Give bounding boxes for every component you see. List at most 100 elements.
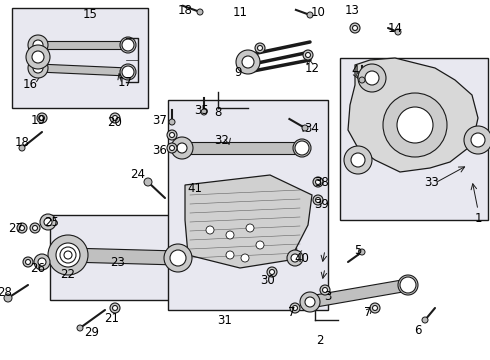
Text: 19: 19 <box>30 113 46 126</box>
Circle shape <box>120 37 136 53</box>
Circle shape <box>44 218 52 226</box>
Circle shape <box>170 250 186 266</box>
Circle shape <box>316 180 320 184</box>
Circle shape <box>255 43 265 53</box>
Circle shape <box>359 77 365 83</box>
Polygon shape <box>185 175 312 268</box>
Circle shape <box>197 9 203 15</box>
Text: 18: 18 <box>15 135 29 148</box>
Circle shape <box>61 248 75 262</box>
Circle shape <box>170 132 174 138</box>
Text: 20: 20 <box>108 116 122 129</box>
Circle shape <box>295 141 309 155</box>
Text: 9: 9 <box>234 66 242 78</box>
Text: 6: 6 <box>414 324 422 337</box>
Polygon shape <box>38 41 128 49</box>
Text: 12: 12 <box>304 62 319 75</box>
Circle shape <box>171 137 193 159</box>
Circle shape <box>300 292 320 312</box>
Text: 1: 1 <box>474 211 482 225</box>
Circle shape <box>226 231 234 239</box>
Circle shape <box>60 247 76 263</box>
Circle shape <box>242 56 254 68</box>
Circle shape <box>110 303 120 313</box>
Circle shape <box>313 195 323 205</box>
Text: 37: 37 <box>152 113 168 126</box>
Circle shape <box>144 178 152 186</box>
Circle shape <box>302 125 308 131</box>
Bar <box>340 58 488 220</box>
Circle shape <box>471 133 485 147</box>
Text: 36: 36 <box>152 144 168 157</box>
Circle shape <box>291 254 299 262</box>
Circle shape <box>32 51 44 63</box>
Circle shape <box>33 40 43 50</box>
Circle shape <box>164 244 192 272</box>
Circle shape <box>397 107 433 143</box>
Circle shape <box>17 223 27 233</box>
Circle shape <box>4 294 12 302</box>
Circle shape <box>305 53 311 58</box>
Circle shape <box>113 306 118 310</box>
Circle shape <box>322 288 327 292</box>
Circle shape <box>122 66 134 78</box>
Circle shape <box>201 109 207 115</box>
Circle shape <box>267 267 277 277</box>
Text: 41: 41 <box>188 181 202 194</box>
Bar <box>50 215 195 300</box>
Text: 30: 30 <box>261 274 275 287</box>
Text: 34: 34 <box>305 122 319 135</box>
Circle shape <box>28 35 48 55</box>
Circle shape <box>372 306 377 310</box>
Polygon shape <box>309 279 409 308</box>
Text: 35: 35 <box>195 104 209 117</box>
Circle shape <box>422 317 428 323</box>
Circle shape <box>33 63 43 73</box>
Text: 5: 5 <box>354 243 362 256</box>
Text: 3: 3 <box>324 289 332 302</box>
Circle shape <box>313 177 323 187</box>
Circle shape <box>350 23 360 33</box>
Text: 7: 7 <box>288 306 296 319</box>
Circle shape <box>293 139 311 157</box>
Circle shape <box>23 257 33 267</box>
Text: 16: 16 <box>23 78 38 91</box>
Circle shape <box>320 285 330 295</box>
Circle shape <box>177 143 187 153</box>
Circle shape <box>120 64 136 80</box>
Circle shape <box>38 258 46 266</box>
Circle shape <box>167 143 177 153</box>
Circle shape <box>206 226 214 234</box>
Text: 11: 11 <box>232 5 247 18</box>
Circle shape <box>270 270 274 274</box>
Circle shape <box>110 113 120 123</box>
Text: 39: 39 <box>315 198 329 211</box>
Circle shape <box>32 225 38 230</box>
Bar <box>168 100 328 310</box>
Polygon shape <box>182 142 302 154</box>
Circle shape <box>56 243 80 267</box>
Text: 4: 4 <box>351 63 359 77</box>
Circle shape <box>122 39 134 51</box>
Polygon shape <box>38 64 128 76</box>
Text: 31: 31 <box>218 314 232 327</box>
Polygon shape <box>348 58 478 172</box>
Text: 13: 13 <box>344 4 360 17</box>
Circle shape <box>293 306 297 310</box>
Text: 28: 28 <box>0 285 12 298</box>
Circle shape <box>370 303 380 313</box>
Circle shape <box>236 50 260 74</box>
Text: 25: 25 <box>45 216 59 229</box>
Circle shape <box>358 64 386 92</box>
Polygon shape <box>68 248 178 265</box>
Circle shape <box>34 254 50 270</box>
Circle shape <box>19 145 25 151</box>
Text: 15: 15 <box>82 8 98 21</box>
Circle shape <box>290 303 300 313</box>
Text: 32: 32 <box>215 134 229 147</box>
Circle shape <box>352 26 358 31</box>
Text: 29: 29 <box>84 325 99 338</box>
Circle shape <box>26 45 50 69</box>
Circle shape <box>383 93 447 157</box>
Circle shape <box>168 248 188 268</box>
